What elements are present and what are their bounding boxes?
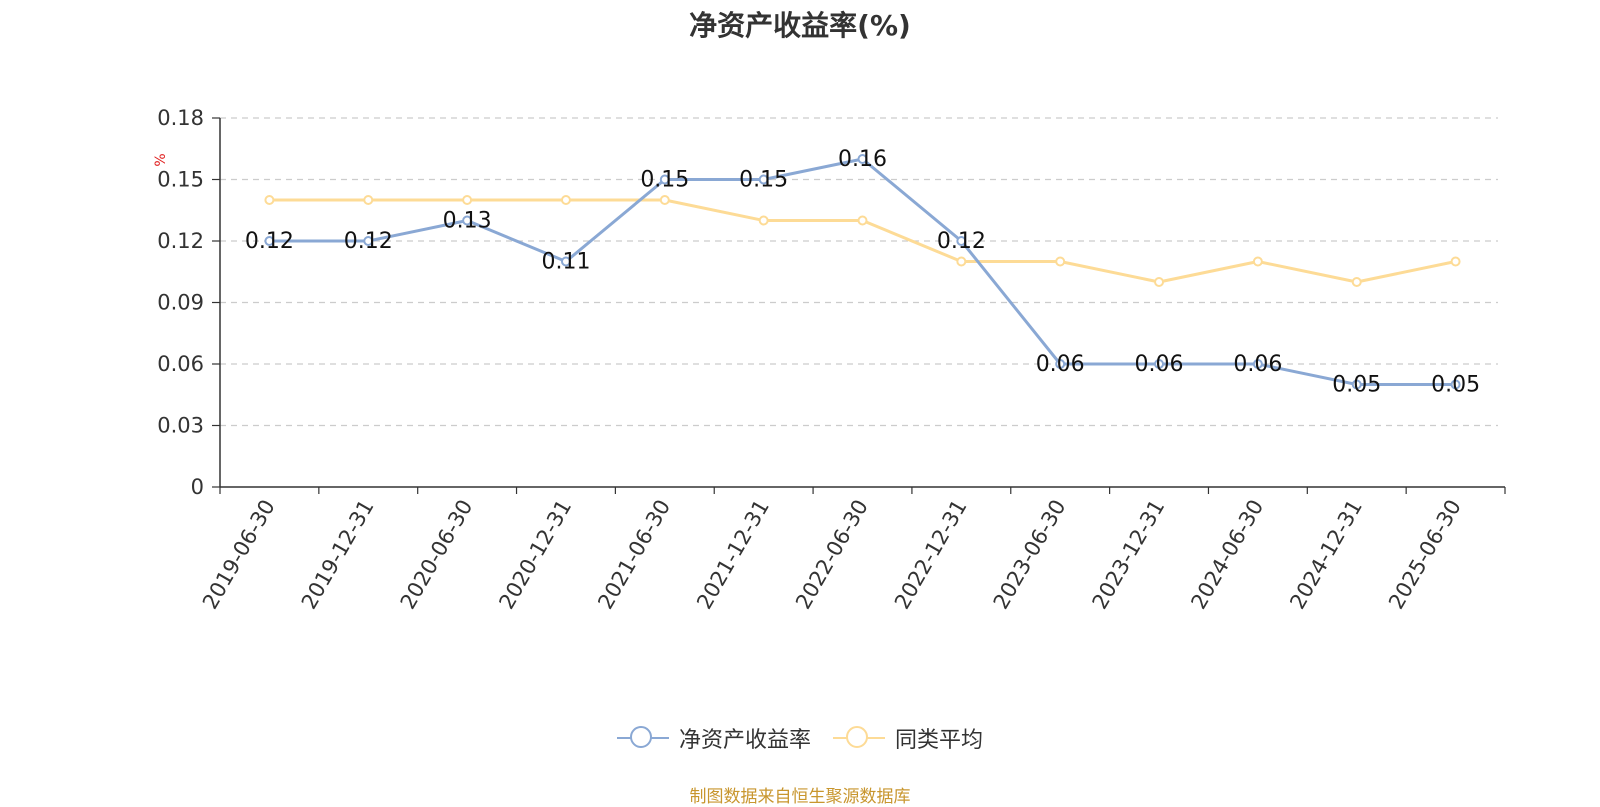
data-label: 0.15	[640, 168, 689, 193]
data-point-1	[1154, 277, 1165, 287]
x-tick-label: 2020-06-30	[396, 495, 478, 613]
data-point-1	[1055, 256, 1066, 267]
legend-roe-label: 净资产收益率	[678, 728, 811, 753]
data-point-0	[1055, 359, 1066, 369]
data-point-0	[857, 154, 868, 164]
data-point-1	[1351, 277, 1362, 287]
y-tick-label: 0	[191, 475, 204, 499]
data-point-1	[857, 215, 868, 226]
data-point-1	[1252, 256, 1263, 267]
y-tick-label: 0.03	[157, 414, 204, 438]
data-point-1	[462, 195, 473, 205]
series-line-0	[269, 157, 1456, 386]
data-label: 0.05	[1332, 373, 1381, 398]
data-label: 0.06	[1233, 352, 1282, 377]
data-label: 0.12	[937, 229, 986, 254]
data-point-1	[363, 195, 374, 205]
data-point-0	[659, 174, 670, 185]
data-label: 0.12	[344, 229, 393, 254]
data-point-1	[659, 195, 670, 205]
legend-roe-swatch	[616, 726, 669, 750]
x-tick-label: 2021-06-30	[593, 496, 675, 614]
data-point-0	[1450, 379, 1461, 390]
x-tick-label: 2024-12-31	[1285, 496, 1367, 614]
data-point-1	[264, 195, 275, 205]
y-tick-label: 0.15	[157, 168, 204, 192]
data-point-1	[1450, 256, 1461, 267]
x-tick-label: 2021-12-31	[692, 496, 774, 614]
x-tick-label: 2023-06-30	[989, 496, 1071, 614]
data-point-0	[264, 236, 275, 246]
chart-title: 净资产收益率(%)	[689, 9, 911, 42]
x-tick-label: 2022-06-30	[791, 496, 873, 614]
data-label: 0.13	[443, 209, 492, 234]
data-point-0	[1154, 359, 1165, 369]
data-point-1	[956, 256, 967, 267]
data-label: 0.05	[1431, 373, 1480, 398]
data-point-0	[758, 174, 769, 185]
y-axis-unit: %	[153, 153, 169, 166]
line-chart: 0 0.03 0.06 0.09 0.12 0.15 0.18% 2019-06-30 2019…	[153, 106, 1506, 614]
data-point-0	[560, 256, 571, 267]
x-tick-label: 2019-12-31	[297, 496, 379, 614]
data-point-0	[363, 236, 374, 246]
data-label: 0.12	[245, 229, 294, 254]
x-tick-label: 2024-06-30	[1186, 496, 1268, 614]
legend-peer-swatch	[833, 726, 885, 750]
data-label: 0.15	[739, 168, 788, 193]
source-note: 制图数据来自恒生聚源数据库	[689, 787, 911, 807]
data-label: 0.06	[1036, 352, 1085, 377]
data-label: 0.16	[838, 147, 887, 172]
data-point-0	[1351, 379, 1362, 390]
data-label: 0.11	[541, 250, 590, 275]
data-point-0	[1252, 359, 1263, 369]
legend-peer-label: 同类平均	[895, 728, 984, 753]
y-tick-label: 0.09	[157, 291, 204, 315]
data-label: 0.06	[1135, 352, 1184, 377]
data-point-0	[956, 236, 967, 246]
y-tick-label: 0.12	[157, 229, 204, 253]
legend: 净资产收益率 同类平均	[0, 722, 1600, 754]
y-tick-label: 0.18	[157, 106, 204, 130]
x-tick-label: 2020-12-31	[494, 496, 576, 614]
x-tick-label: 2019-06-30	[198, 496, 280, 614]
x-tick-label: 2023-12-31	[1088, 496, 1170, 614]
legend-item-roe[interactable]: 净资产收益率	[616, 722, 811, 754]
data-point-0	[462, 215, 473, 226]
x-tick-label: 2022-12-31	[890, 496, 972, 614]
legend-item-peer-average[interactable]: 同类平均	[833, 722, 983, 754]
data-point-1	[560, 195, 571, 205]
y-tick-label: 0.06	[157, 352, 204, 376]
x-tick-label: 2025-06-30	[1384, 496, 1466, 614]
data-point-1	[758, 215, 769, 226]
